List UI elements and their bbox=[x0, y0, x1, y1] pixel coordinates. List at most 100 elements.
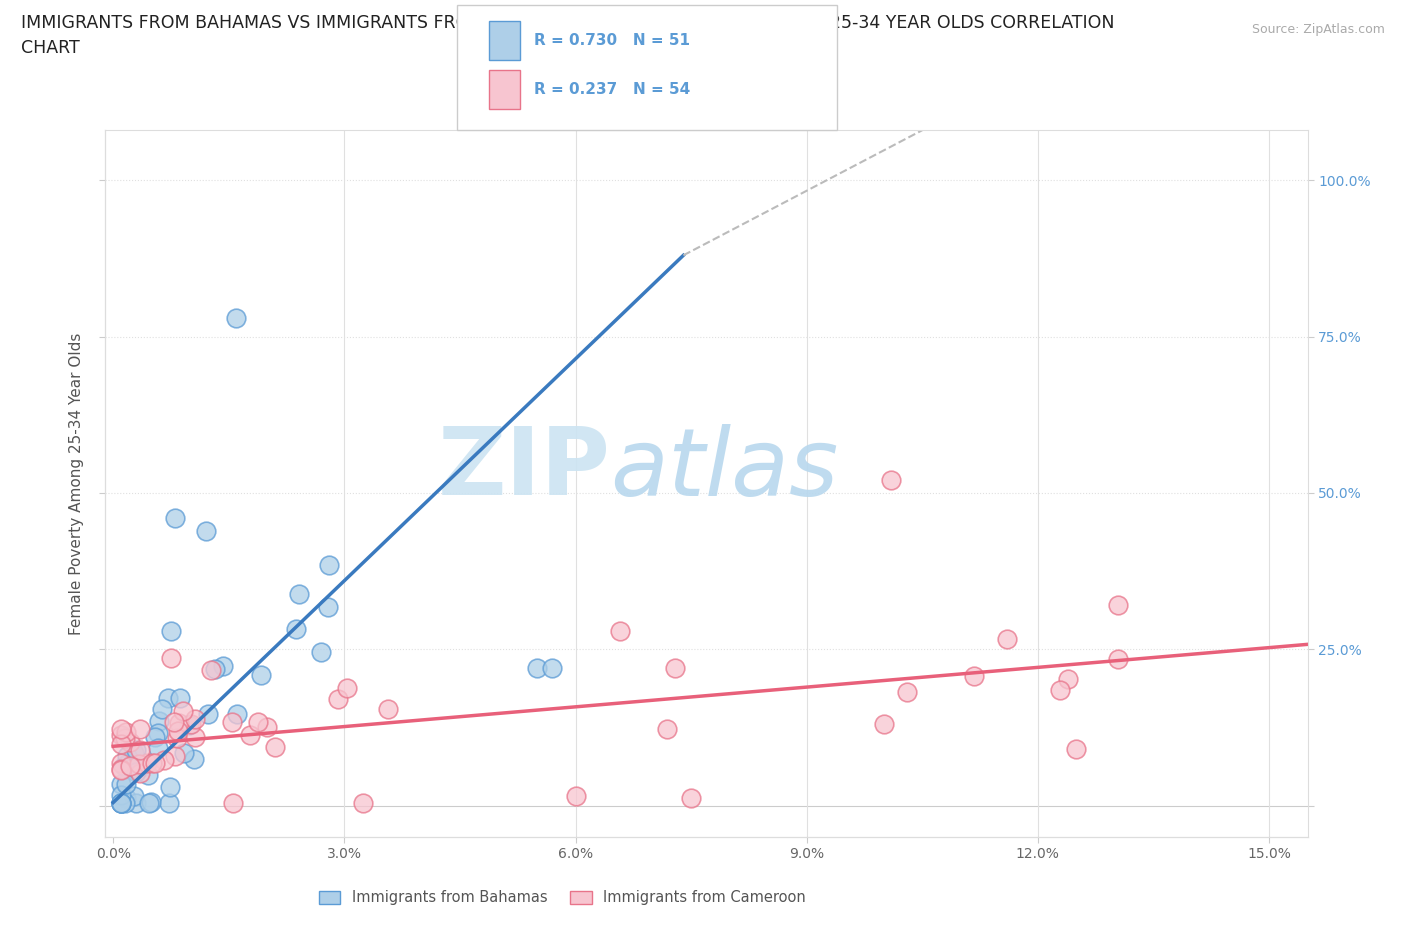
Point bbox=[197, 707, 219, 722]
Point bbox=[541, 660, 564, 675]
Point bbox=[163, 511, 186, 525]
Point bbox=[873, 717, 896, 732]
Point bbox=[141, 755, 163, 770]
Point bbox=[110, 795, 132, 810]
Point bbox=[146, 725, 169, 740]
Legend: Immigrants from Bahamas, Immigrants from Cameroon: Immigrants from Bahamas, Immigrants from… bbox=[312, 884, 811, 911]
Point bbox=[163, 714, 186, 729]
Point bbox=[150, 701, 173, 716]
Point bbox=[664, 660, 686, 675]
Point bbox=[183, 752, 205, 767]
Point bbox=[114, 795, 136, 810]
Point bbox=[180, 716, 202, 731]
Point bbox=[226, 707, 249, 722]
Text: CHART: CHART bbox=[21, 39, 80, 57]
Point bbox=[169, 691, 191, 706]
Point bbox=[1057, 672, 1080, 687]
Point bbox=[1066, 742, 1088, 757]
Point bbox=[148, 713, 170, 728]
Point bbox=[194, 523, 217, 538]
Point bbox=[143, 755, 166, 770]
Point bbox=[184, 729, 207, 744]
Point bbox=[177, 718, 200, 733]
Point bbox=[110, 795, 132, 810]
Point bbox=[110, 761, 132, 776]
Point bbox=[172, 703, 194, 718]
Point bbox=[204, 661, 226, 676]
Point bbox=[115, 749, 138, 764]
Point bbox=[110, 721, 132, 736]
Point bbox=[263, 739, 285, 754]
Point bbox=[246, 715, 269, 730]
Point bbox=[110, 755, 132, 770]
Point bbox=[167, 716, 190, 731]
Point bbox=[352, 795, 374, 810]
Point bbox=[225, 311, 247, 325]
Point bbox=[136, 755, 159, 770]
Point bbox=[110, 737, 132, 751]
Point bbox=[1107, 598, 1129, 613]
Point bbox=[166, 730, 188, 745]
Point bbox=[110, 727, 132, 742]
Point bbox=[212, 658, 235, 673]
Point bbox=[1049, 683, 1071, 698]
Point bbox=[285, 621, 308, 636]
Point bbox=[159, 779, 181, 794]
Point bbox=[114, 731, 136, 746]
Point bbox=[564, 789, 586, 804]
Point bbox=[159, 624, 181, 639]
Point bbox=[183, 712, 205, 727]
Point bbox=[326, 692, 349, 707]
Point bbox=[114, 777, 136, 792]
Point bbox=[239, 727, 262, 742]
Point bbox=[221, 715, 243, 730]
Point bbox=[962, 669, 984, 684]
Point bbox=[110, 795, 132, 810]
Point bbox=[896, 684, 918, 699]
Point bbox=[163, 749, 186, 764]
Text: IMMIGRANTS FROM BAHAMAS VS IMMIGRANTS FROM CAMEROON FEMALE POVERTY AMONG 25-34 Y: IMMIGRANTS FROM BAHAMAS VS IMMIGRANTS FR… bbox=[21, 14, 1115, 32]
Point bbox=[173, 745, 195, 760]
Point bbox=[655, 722, 678, 737]
Point bbox=[143, 729, 166, 744]
Point bbox=[995, 631, 1018, 646]
Point bbox=[609, 624, 631, 639]
Point bbox=[309, 644, 332, 659]
Text: R = 0.237   N = 54: R = 0.237 N = 54 bbox=[534, 82, 690, 97]
Point bbox=[153, 752, 176, 767]
Point bbox=[160, 650, 183, 665]
Point bbox=[120, 758, 142, 773]
Point bbox=[157, 691, 180, 706]
Point bbox=[124, 795, 146, 810]
Point bbox=[114, 724, 136, 739]
Point bbox=[114, 790, 136, 805]
Text: R = 0.730   N = 51: R = 0.730 N = 51 bbox=[534, 33, 690, 48]
Point bbox=[148, 741, 170, 756]
Text: Source: ZipAtlas.com: Source: ZipAtlas.com bbox=[1251, 23, 1385, 36]
Point bbox=[125, 764, 148, 779]
Point bbox=[318, 557, 340, 572]
Point bbox=[681, 790, 703, 805]
Point bbox=[110, 795, 132, 810]
Point bbox=[880, 473, 903, 488]
Point bbox=[118, 735, 141, 750]
Point bbox=[129, 742, 152, 757]
Point bbox=[526, 660, 548, 675]
Point bbox=[222, 795, 245, 810]
Point bbox=[377, 701, 399, 716]
Point bbox=[110, 787, 132, 802]
Point bbox=[112, 759, 135, 774]
Point bbox=[124, 742, 146, 757]
Point bbox=[200, 662, 222, 677]
Point bbox=[166, 724, 188, 738]
Point bbox=[124, 746, 146, 761]
Text: atlas: atlas bbox=[610, 424, 838, 515]
Point bbox=[287, 587, 309, 602]
Point bbox=[121, 760, 143, 775]
Point bbox=[124, 789, 146, 804]
Point bbox=[128, 722, 150, 737]
Point bbox=[129, 765, 152, 780]
Point bbox=[159, 795, 181, 810]
Point bbox=[336, 681, 359, 696]
Point bbox=[117, 755, 139, 770]
